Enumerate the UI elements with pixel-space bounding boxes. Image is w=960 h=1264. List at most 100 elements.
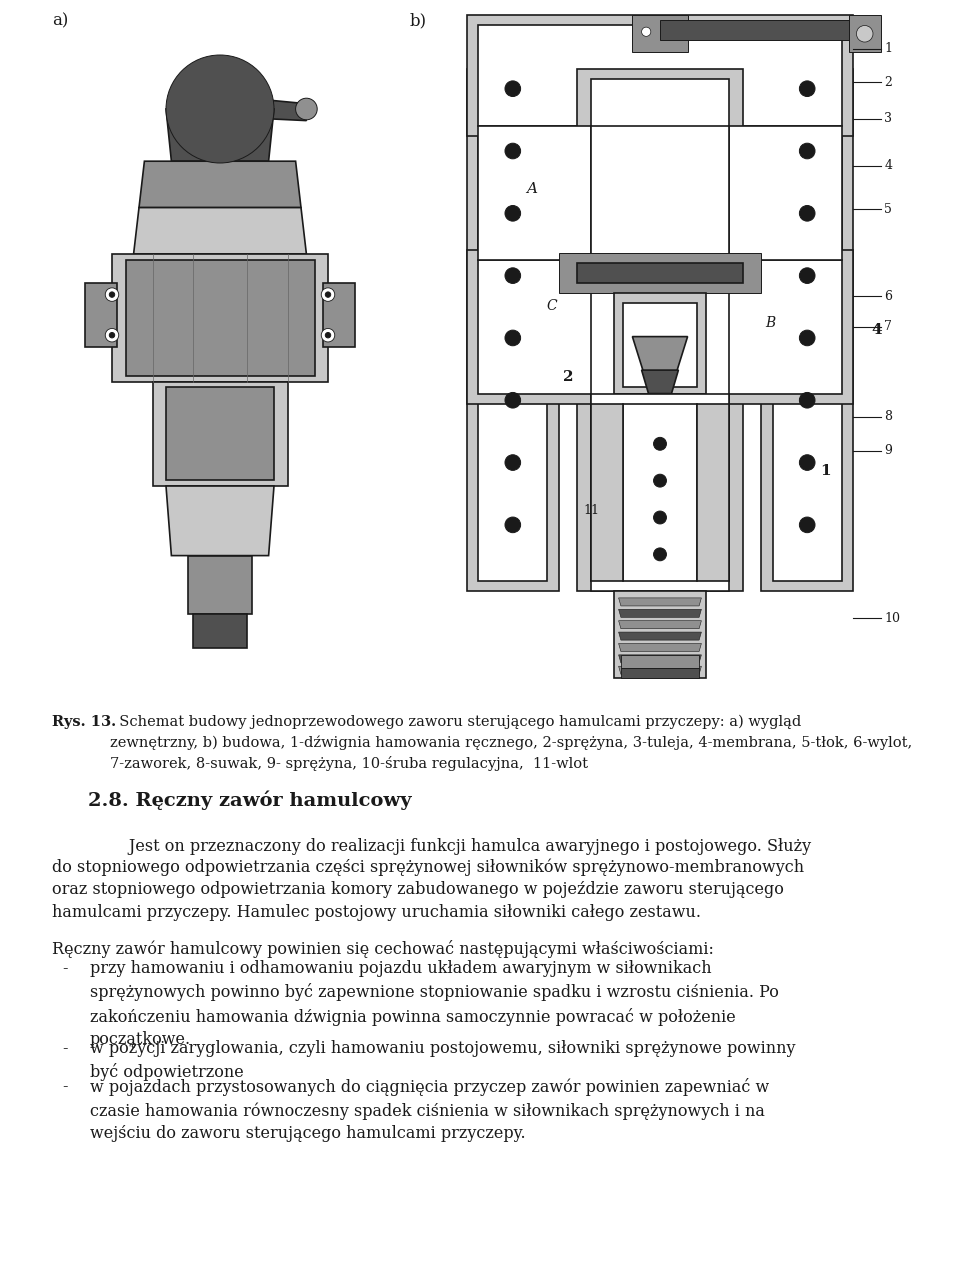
Polygon shape	[660, 20, 867, 40]
Text: 4: 4	[884, 159, 892, 172]
Polygon shape	[166, 387, 274, 480]
Circle shape	[505, 330, 520, 346]
Circle shape	[800, 81, 815, 96]
Polygon shape	[591, 403, 623, 581]
Circle shape	[641, 27, 651, 37]
Text: 1: 1	[884, 42, 892, 56]
Circle shape	[109, 332, 114, 337]
Circle shape	[505, 143, 520, 159]
Polygon shape	[621, 669, 699, 679]
Circle shape	[505, 517, 520, 532]
Circle shape	[800, 206, 815, 221]
Circle shape	[106, 329, 119, 343]
Text: A: A	[526, 182, 537, 196]
Text: w pozycji zaryglowania, czyli hamowaniu postojowemu, siłowniki sprężynowe powinn: w pozycji zaryglowania, czyli hamowaniu …	[90, 1040, 796, 1081]
Text: -: -	[62, 959, 67, 977]
Polygon shape	[478, 78, 547, 581]
Polygon shape	[166, 485, 274, 556]
Circle shape	[325, 332, 330, 337]
Circle shape	[654, 547, 666, 561]
Polygon shape	[849, 15, 881, 52]
Text: b): b)	[410, 11, 427, 29]
Text: -: -	[62, 1040, 67, 1057]
Text: 10: 10	[884, 612, 900, 624]
Polygon shape	[139, 162, 301, 207]
Polygon shape	[633, 336, 687, 373]
Polygon shape	[133, 207, 306, 254]
Polygon shape	[323, 283, 355, 346]
Polygon shape	[633, 15, 687, 52]
Polygon shape	[697, 403, 729, 581]
Polygon shape	[478, 259, 842, 393]
Polygon shape	[591, 393, 729, 592]
Circle shape	[106, 288, 119, 301]
Polygon shape	[618, 621, 702, 628]
Text: przy hamowaniu i odhamowaniu pojazdu układem awaryjnym w siłownikach
sprężynowyc: przy hamowaniu i odhamowaniu pojazdu ukł…	[90, 959, 779, 1048]
Text: 9: 9	[884, 444, 892, 458]
Polygon shape	[467, 15, 853, 135]
Polygon shape	[773, 78, 842, 581]
Circle shape	[800, 330, 815, 346]
Polygon shape	[467, 68, 559, 592]
Text: Jest on przeznaczony do realizacji funkcji hamulca awaryjnego i postojowego. Słu: Jest on przeznaczony do realizacji funkc…	[88, 838, 811, 854]
Polygon shape	[112, 254, 328, 382]
Circle shape	[325, 292, 330, 297]
Text: w pojazdach przystosowanych do ciągnięcia przyczep zawór powinien zapewniać w
cz: w pojazdach przystosowanych do ciągnięci…	[90, 1078, 769, 1143]
Polygon shape	[193, 613, 247, 648]
Text: C: C	[546, 300, 557, 313]
Polygon shape	[180, 91, 306, 120]
Circle shape	[654, 474, 666, 487]
Text: do stopniowego odpowietrzania części sprężynowej siłowników sprężynowo-membranow: do stopniowego odpowietrzania części spr…	[52, 858, 804, 921]
Polygon shape	[467, 249, 853, 403]
Polygon shape	[187, 556, 252, 613]
Polygon shape	[618, 609, 702, 617]
Circle shape	[800, 268, 815, 283]
Polygon shape	[153, 382, 287, 485]
Text: 4: 4	[871, 322, 881, 337]
Text: Schemat budowy jednoprzewodowego zaworu sterującego hamulcami przyczepy: a) wygl: Schemat budowy jednoprzewodowego zaworu …	[110, 715, 912, 771]
Circle shape	[505, 455, 520, 470]
Polygon shape	[623, 303, 697, 387]
Polygon shape	[85, 283, 117, 346]
Polygon shape	[621, 655, 699, 669]
Polygon shape	[623, 403, 697, 581]
Circle shape	[654, 511, 666, 525]
Text: 7: 7	[884, 320, 892, 332]
Circle shape	[654, 437, 666, 450]
Polygon shape	[559, 253, 761, 293]
Text: 3: 3	[884, 112, 892, 125]
Circle shape	[322, 288, 335, 301]
Polygon shape	[614, 293, 706, 393]
Text: 11: 11	[583, 504, 599, 517]
Polygon shape	[126, 260, 315, 375]
Text: 2: 2	[563, 370, 573, 384]
Text: 6: 6	[884, 289, 892, 303]
Text: -: -	[62, 1078, 67, 1095]
Polygon shape	[618, 598, 702, 605]
Bar	[430, 15, 890, 685]
Circle shape	[505, 206, 520, 221]
Polygon shape	[618, 666, 702, 674]
Polygon shape	[614, 592, 706, 679]
Text: 3: 3	[664, 0, 674, 3]
Polygon shape	[577, 68, 743, 592]
Text: Rys. 13.: Rys. 13.	[52, 715, 116, 729]
Polygon shape	[618, 655, 702, 662]
Circle shape	[109, 292, 114, 297]
Text: 2: 2	[884, 76, 892, 88]
Text: 8: 8	[884, 411, 892, 423]
Polygon shape	[478, 125, 591, 259]
Text: 2.8. Ręczny zawór hamulcowy: 2.8. Ręczny zawór hamulcowy	[88, 790, 412, 809]
Text: B: B	[765, 316, 776, 330]
Circle shape	[505, 268, 520, 283]
Circle shape	[296, 99, 317, 120]
Polygon shape	[618, 643, 702, 651]
Polygon shape	[591, 125, 729, 403]
Circle shape	[800, 392, 815, 408]
Polygon shape	[166, 109, 274, 162]
Text: Ręczny zawór hamulcowy powinien się cechować następującymi właściwościami:: Ręczny zawór hamulcowy powinien się cech…	[52, 940, 714, 958]
Text: 5: 5	[884, 202, 892, 216]
Circle shape	[322, 329, 335, 343]
Polygon shape	[577, 263, 743, 283]
Polygon shape	[729, 125, 842, 259]
